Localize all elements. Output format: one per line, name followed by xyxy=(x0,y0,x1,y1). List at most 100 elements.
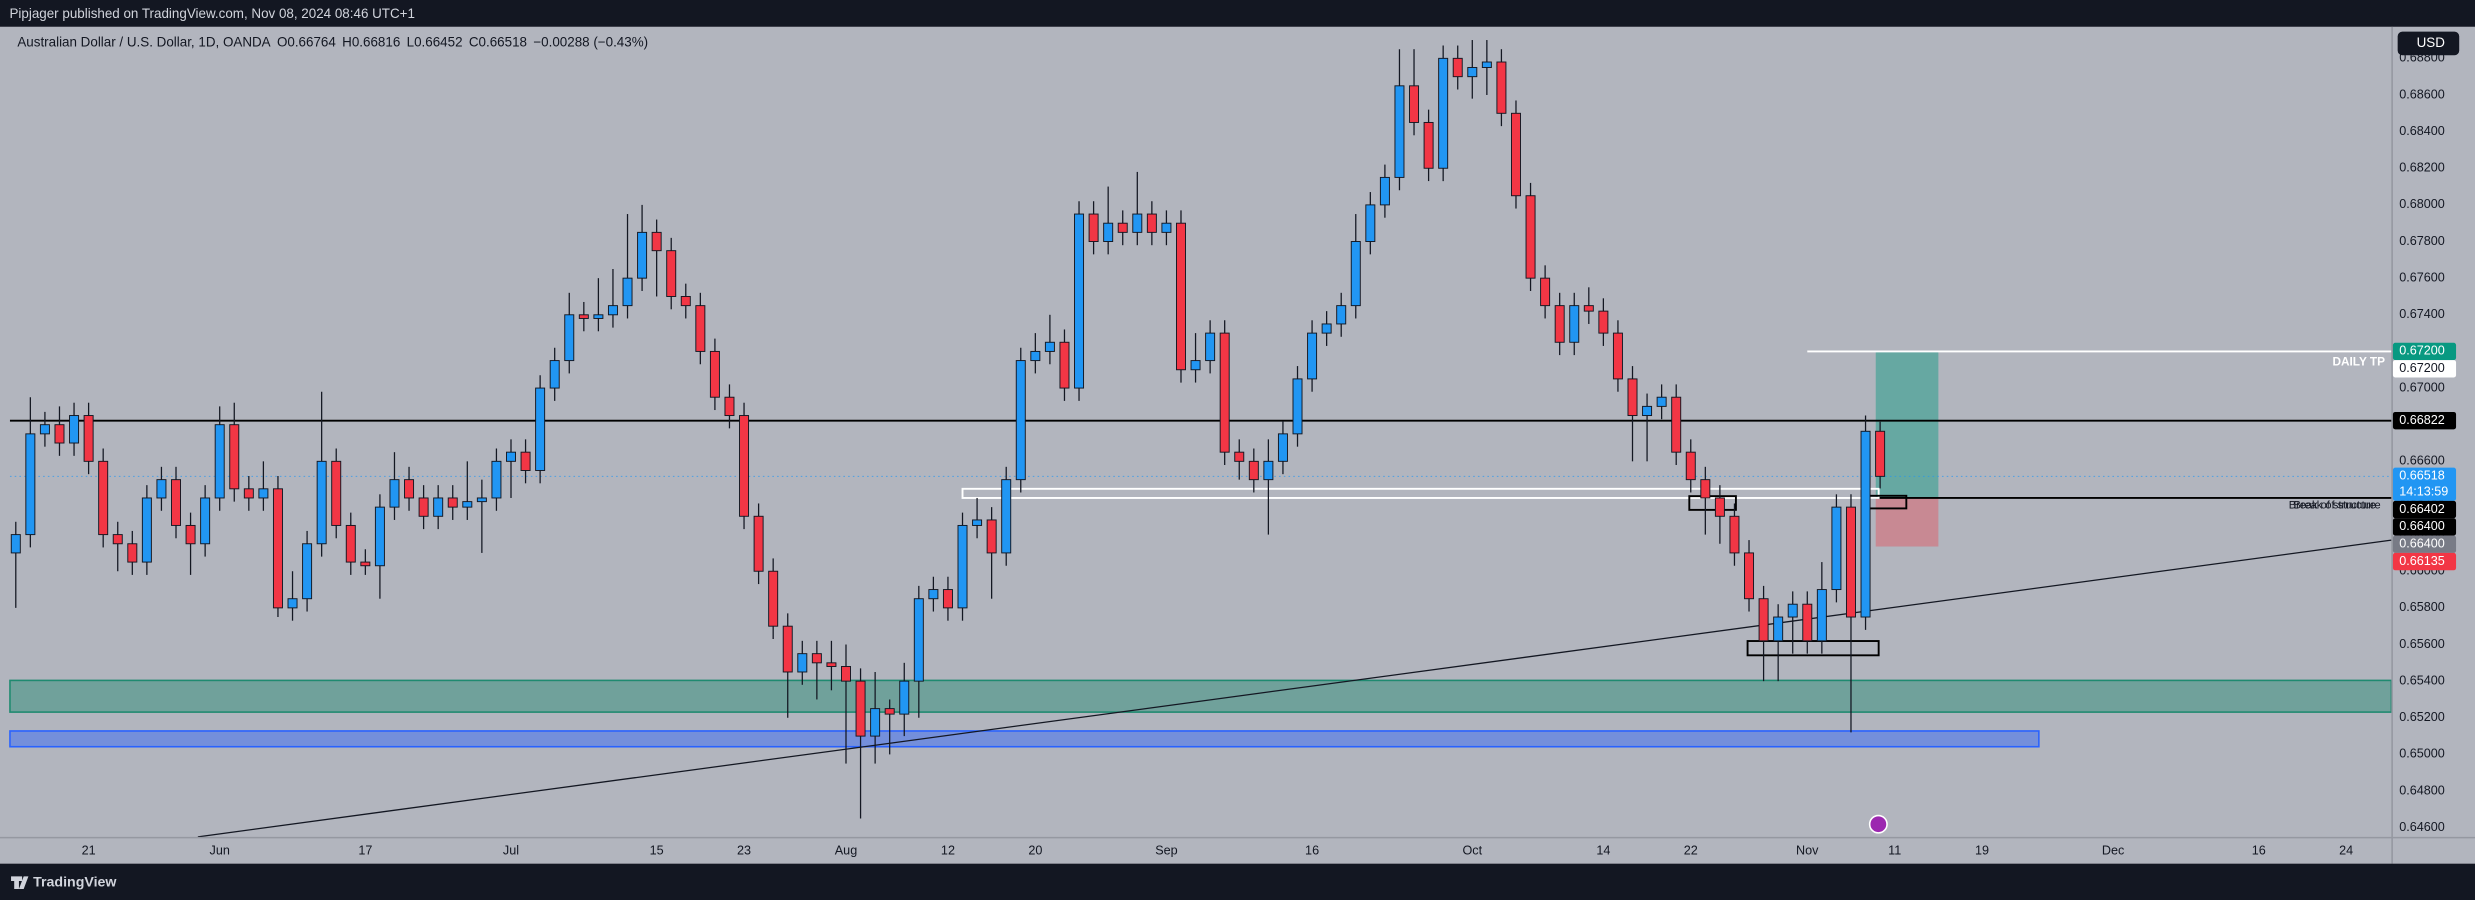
candle-body xyxy=(666,250,677,297)
candle-body xyxy=(200,497,211,545)
annotation: Break of structure xyxy=(2289,499,2376,511)
candle-body xyxy=(1030,350,1041,362)
candle-body xyxy=(1190,360,1201,371)
candle-body xyxy=(578,314,589,319)
top-bar xyxy=(0,0,2475,27)
y-tick-label: 0.64600 xyxy=(2399,820,2445,834)
candle-body xyxy=(1540,277,1551,307)
price-label: 0.66135 xyxy=(2399,554,2445,568)
candle-body xyxy=(506,451,516,462)
candle-body xyxy=(127,543,138,563)
candle-body xyxy=(214,424,225,499)
candle-body xyxy=(607,305,618,316)
candle-body xyxy=(374,506,385,567)
candle-body xyxy=(1496,61,1507,114)
candle-body xyxy=(243,488,254,499)
candle-body xyxy=(1525,195,1536,279)
candle-body xyxy=(1860,430,1871,618)
price-label-bg xyxy=(2392,552,2457,571)
candle-body xyxy=(855,680,866,737)
candle-body xyxy=(272,488,283,609)
candle-body xyxy=(345,524,356,563)
price-label-bg xyxy=(2392,360,2457,378)
y-tick-label: 0.68800 xyxy=(2399,51,2445,65)
candle-body xyxy=(739,415,750,517)
candle-body xyxy=(389,479,400,508)
candle-body xyxy=(724,396,735,417)
candle-body xyxy=(899,680,910,715)
candle-body xyxy=(1263,460,1274,481)
price-label-bg xyxy=(2392,500,2457,519)
y-tick-label: 0.68400 xyxy=(2399,124,2445,138)
candle-body xyxy=(433,497,444,517)
y-tick-label: 0.66600 xyxy=(2399,454,2445,468)
candle-body xyxy=(1176,222,1186,371)
candle-body xyxy=(593,314,604,319)
x-tick-label: Oct xyxy=(1462,843,1482,857)
plot-bg xyxy=(0,26,2475,864)
candle-body xyxy=(811,653,822,664)
candle-body xyxy=(302,543,313,600)
line-label: DAILY TP xyxy=(2332,355,2385,369)
bottom-bar xyxy=(0,863,2475,900)
legend: Australian Dollar / U.S. Dollar, 1D, OAN… xyxy=(17,34,648,49)
price-label-bg xyxy=(2392,518,2457,536)
candle-body xyxy=(418,497,429,517)
event-icon[interactable] xyxy=(1868,814,1888,834)
candle-body xyxy=(10,534,21,554)
candle-body xyxy=(622,277,633,307)
candle-body xyxy=(98,460,109,536)
currency[interactable]: USD xyxy=(2417,35,2446,50)
candle-body xyxy=(841,666,851,682)
candle-body xyxy=(928,589,939,600)
price-sublabel: 14:13:59 xyxy=(2399,484,2448,498)
box xyxy=(961,487,1880,499)
y-tick-label: 0.65800 xyxy=(2399,600,2445,614)
annotation: Break of structure xyxy=(2293,499,2380,511)
candle-body xyxy=(1350,241,1361,307)
candle-body xyxy=(1103,222,1114,242)
o-value: 0.66764 xyxy=(287,34,336,49)
y-tick-label: 0.67800 xyxy=(2399,234,2445,248)
h-label: H xyxy=(342,34,352,49)
candle-body xyxy=(1554,305,1565,343)
candle-body xyxy=(1205,332,1216,362)
candle-body xyxy=(1307,332,1318,380)
candle-body xyxy=(1714,497,1725,517)
candle-body xyxy=(1088,213,1099,242)
candle-body xyxy=(1394,85,1405,178)
candle-body xyxy=(986,519,997,554)
candle-body xyxy=(1875,430,1886,477)
candle-body xyxy=(535,387,546,471)
candle-body xyxy=(1015,360,1026,481)
c-value: 0.66518 xyxy=(479,34,527,49)
candle-body xyxy=(1729,515,1740,554)
candle-body xyxy=(83,415,94,462)
candle-body xyxy=(1831,506,1842,591)
box xyxy=(1688,495,1737,511)
candle-body xyxy=(1845,506,1856,618)
candle-body xyxy=(1336,305,1347,325)
y-tick-label: 0.67600 xyxy=(2399,270,2445,284)
x-tick-label: Jun xyxy=(210,843,230,857)
zone xyxy=(9,730,2040,748)
box xyxy=(1746,640,1880,657)
candle-body xyxy=(331,460,342,526)
candle-body xyxy=(1132,213,1143,233)
zone xyxy=(9,679,2393,713)
candle-body xyxy=(520,451,531,471)
candle-body xyxy=(1569,305,1580,343)
candle-body xyxy=(1642,405,1653,417)
candle-body xyxy=(112,534,123,545)
candle-body xyxy=(826,662,837,667)
y-tick-label: 0.68000 xyxy=(2399,197,2445,211)
candle-body xyxy=(1117,222,1128,233)
candle-body xyxy=(229,424,240,490)
candle-body xyxy=(1001,479,1012,554)
candle-body xyxy=(884,708,895,715)
currency-button[interactable] xyxy=(2397,31,2460,56)
x-tick-label: 11 xyxy=(1888,843,1901,857)
y-tick-label: 0.68600 xyxy=(2399,87,2445,101)
